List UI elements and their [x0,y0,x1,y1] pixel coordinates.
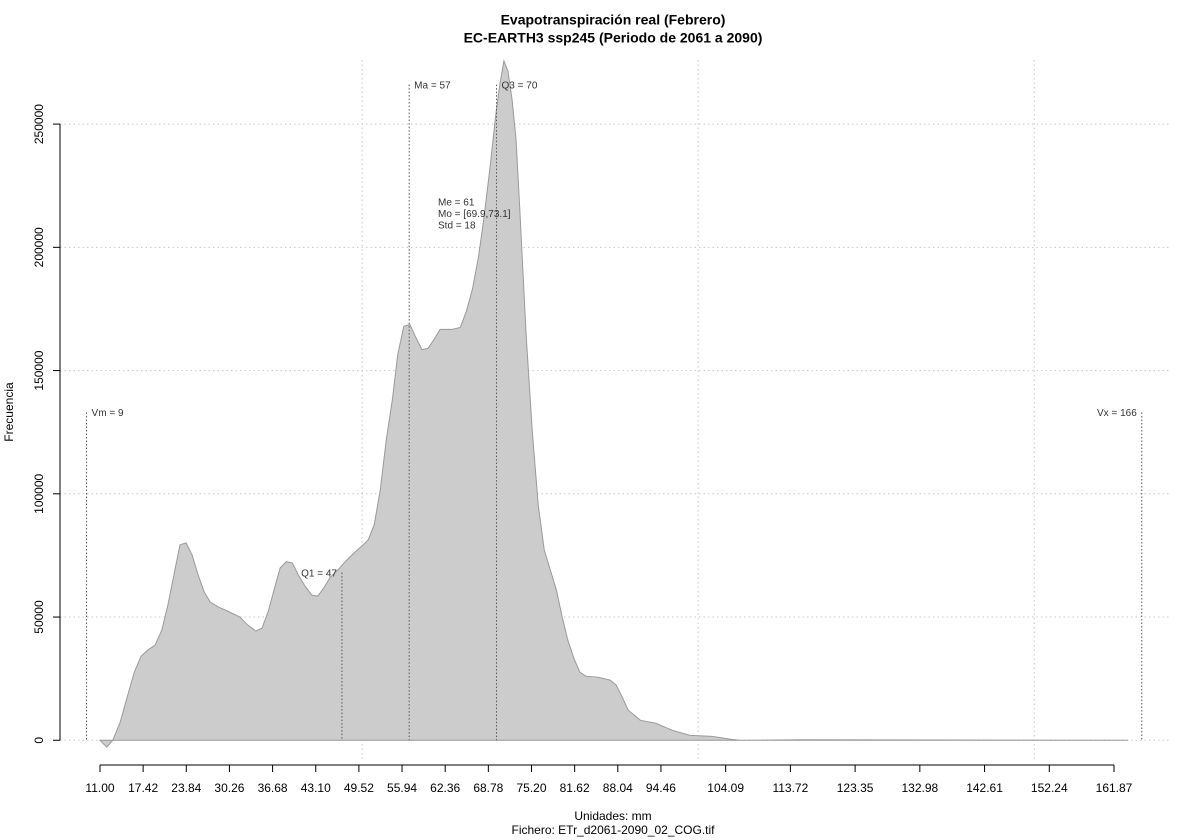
chart-subtitle: EC-EARTH3 ssp245 (Periodo de 2061 a 2090… [464,30,763,46]
x-tick-label: 62.36 [430,781,460,795]
chart-title: Evapotranspiración real (Febrero) [501,12,726,28]
annotation-label: Ma = 57 [414,80,451,91]
density-area [98,59,1129,748]
x-tick-label: 123.35 [837,781,874,795]
y-axis-label: Frecuencia [2,382,16,442]
y-tick-label: 100000 [32,473,46,513]
annotation-label: Q3 = 70 [502,80,538,91]
y-tick-label: 150000 [32,350,46,390]
y-tick-label: 250000 [32,104,46,144]
stats-label: Std = 18 [438,221,476,232]
y-tick-label: 50000 [32,600,46,634]
x-tick-label: 55.94 [387,781,417,795]
x-tick-label: 23.84 [171,781,201,795]
x-tick-label: 30.26 [214,781,244,795]
x-tick-label: 17.42 [128,781,158,795]
x-tick-label: 132.98 [901,781,938,795]
x-tick-label: 94.46 [646,781,676,795]
x-tick-label: 68.78 [473,781,503,795]
x-tick-label: 49.52 [344,781,374,795]
x-tick-label: 113.72 [772,781,808,795]
stats-label: Mo = [69.9,73.1] [438,209,511,220]
x-tick-label: 161.87 [1096,781,1133,795]
x-tick-label: 43.10 [301,781,331,795]
x-tick-label: 88.04 [603,781,633,795]
footer: Fichero: ETr_d2061-2090_02_COG.tif [512,823,716,837]
x-tick-label: 11.00 [85,781,114,795]
y-tick-label: 0 [32,737,46,744]
x-tick-label: 142.61 [966,781,1003,795]
x-axis-label: Unidades: mm [574,809,651,823]
y-tick-label: 200000 [32,227,46,267]
annotation-label: Vx = 166 [1097,408,1137,419]
annotation-label: Q1 = 47 [301,568,337,579]
x-tick-label: 36.68 [258,781,288,795]
x-tick-label: 75.20 [516,781,546,795]
x-tick-label: 152.24 [1031,781,1068,795]
annotation-label: Vm = 9 [92,408,124,419]
x-tick-label: 81.62 [560,781,590,795]
stats-label: Me = 61 [438,198,475,209]
x-tick-label: 104.09 [707,781,744,795]
